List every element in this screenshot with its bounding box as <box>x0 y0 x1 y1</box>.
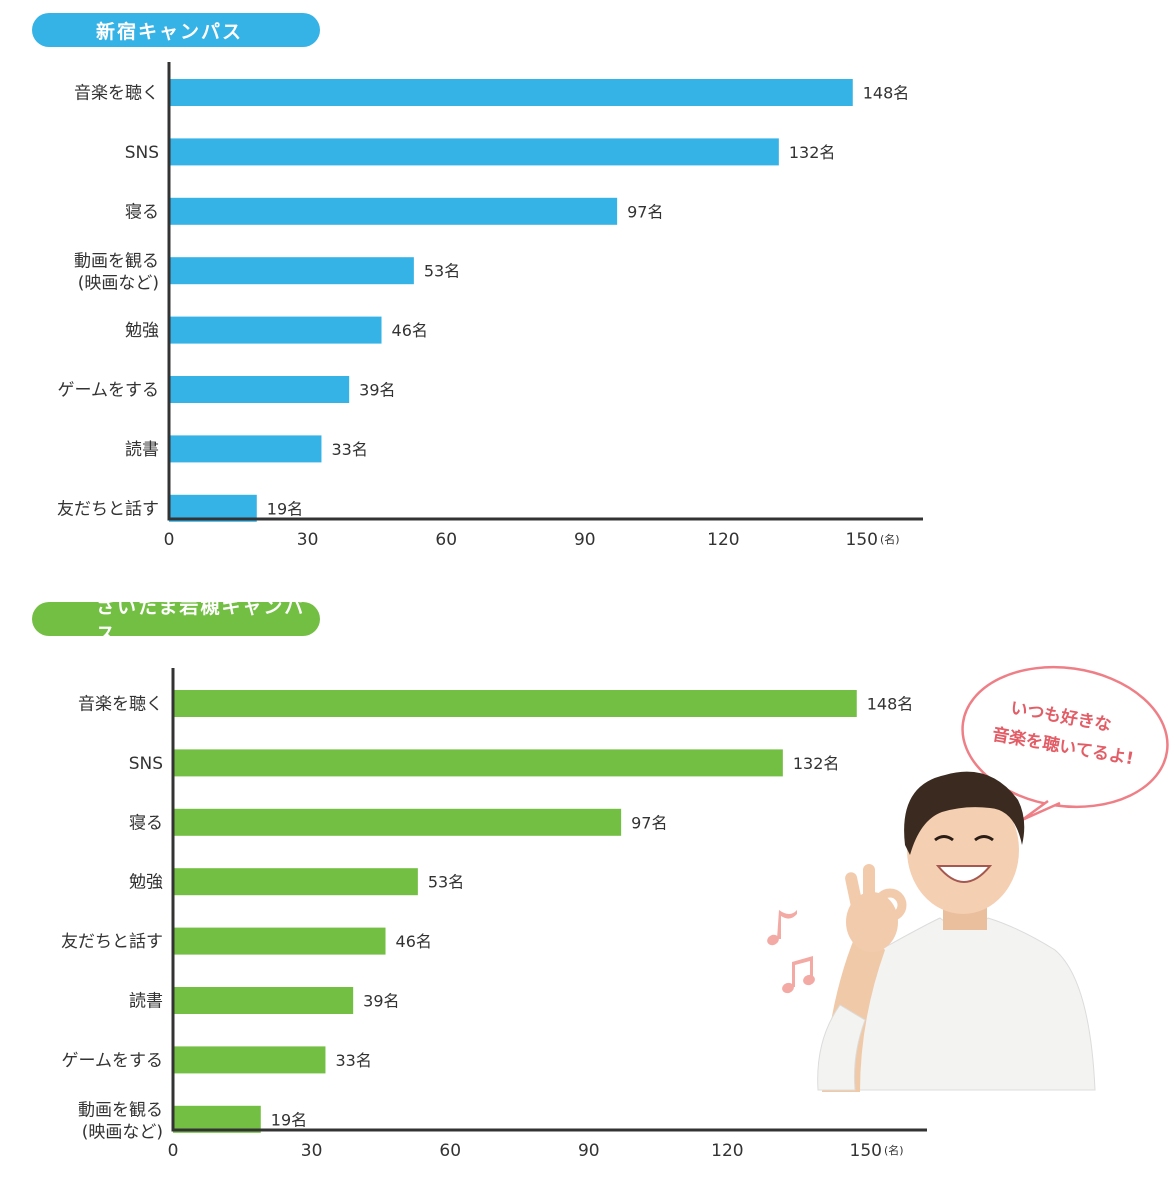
bar <box>173 749 783 777</box>
value-label: 46名 <box>396 932 432 951</box>
bar <box>169 79 853 106</box>
value-label: 19名 <box>271 1110 307 1129</box>
category-label: 友だちと話す <box>57 499 159 519</box>
value-label: 97名 <box>631 813 667 832</box>
category-label: 読書 <box>129 992 163 1012</box>
value-label: 33名 <box>331 440 367 459</box>
x-tick-label: 120 <box>707 530 739 550</box>
bar <box>173 808 622 836</box>
x-tick-label: 120 <box>711 1141 743 1161</box>
category-label: 友だちと話す <box>61 932 163 952</box>
value-label: 148名 <box>867 695 914 714</box>
value-label: 53名 <box>428 873 464 892</box>
person-figure <box>817 771 1096 1092</box>
x-axis-unit-label: (名) <box>880 532 900 546</box>
category-label: 動画を観る <box>74 252 159 272</box>
category-label: 寝る <box>125 201 159 222</box>
bar <box>169 138 779 166</box>
bar <box>169 316 382 344</box>
category-label: ゲームをする <box>62 1051 164 1071</box>
value-label: 33名 <box>335 1051 371 1070</box>
chart-2-heading-text: さいたま岩槻キャンパス <box>96 596 306 645</box>
x-tick-label: 0 <box>168 1141 179 1161</box>
value-label: 97名 <box>627 202 663 221</box>
category-label: 動画を観る <box>78 1100 163 1120</box>
bar <box>169 494 257 522</box>
bar <box>173 987 354 1014</box>
bar <box>173 868 418 896</box>
bar <box>173 1046 326 1074</box>
speech-bubble: いつも好きな 音楽を聴いてるよ! <box>961 665 1169 822</box>
x-tick-label: 150 <box>846 530 878 550</box>
value-label: 148名 <box>863 84 910 103</box>
bar <box>169 435 322 463</box>
bar <box>169 376 350 403</box>
category-label: (映画など) <box>82 1122 163 1142</box>
bar <box>173 690 857 717</box>
chart-2-heading: さいたま岩槻キャンパス <box>32 596 320 645</box>
bar <box>173 927 386 955</box>
value-label: 39名 <box>363 992 399 1011</box>
category-label: ゲームをする <box>58 381 160 401</box>
chart-2-bar-chart: 148名 音楽を聴く 132名 SNS 97名 寝る 53名 勉強 46名 友だちと話す 39名 読書… <box>61 668 927 1161</box>
category-label: 音楽を聴く <box>74 84 159 104</box>
chart-1-bar-chart: 148名 音楽を聴く 132名 SNS 97名 寝る 53名 動画を観る(映画など) 46名 勉強… <box>57 62 923 550</box>
x-tick-label: 0 <box>164 530 175 550</box>
value-label: 132名 <box>793 754 840 773</box>
x-tick-label: 90 <box>574 530 596 550</box>
category-label: 勉強 <box>129 873 163 893</box>
category-label: SNS <box>129 754 163 774</box>
category-label: 寝る <box>129 812 163 833</box>
value-label: 132名 <box>789 143 836 162</box>
category-label: 勉強 <box>125 321 159 341</box>
bar <box>169 257 414 285</box>
x-tick-label: 90 <box>578 1141 600 1161</box>
category-label: 音楽を聴く <box>78 695 163 715</box>
bar <box>173 1105 261 1133</box>
value-label: 53名 <box>424 262 460 281</box>
x-tick-label: 60 <box>435 530 457 550</box>
value-label: 46名 <box>392 321 428 340</box>
chart-1-heading: 新宿キャンパス <box>32 13 320 47</box>
student-illustration: いつも好きな 音楽を聴いてるよ! <box>767 665 1169 1092</box>
x-axis-unit-label: (名) <box>884 1143 904 1157</box>
x-tick-label: 30 <box>301 1141 323 1161</box>
bar <box>169 197 618 225</box>
chart-1-heading-text: 新宿キャンパス <box>96 20 244 43</box>
music-note-icon <box>767 910 815 994</box>
category-label: SNS <box>125 143 159 163</box>
x-tick-label: 30 <box>297 530 319 550</box>
value-label: 39名 <box>359 381 395 400</box>
value-label: 19名 <box>267 499 303 518</box>
x-tick-label: 150 <box>850 1141 882 1161</box>
category-label: 読書 <box>125 440 159 460</box>
x-tick-label: 60 <box>439 1141 461 1161</box>
category-label: (映画など) <box>78 274 159 294</box>
